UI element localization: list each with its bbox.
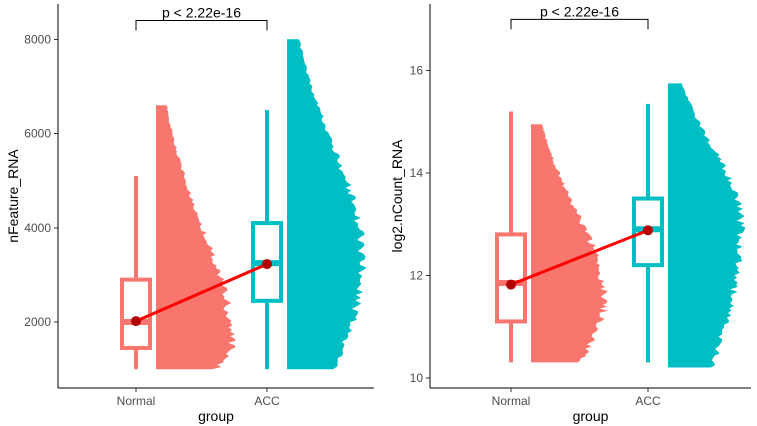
mean-point [643,225,653,236]
y-tick-label: 8000 [24,32,51,46]
mean-line [135,262,268,323]
mean-line [510,228,649,286]
significance-bracket [510,18,649,30]
mean-point [131,316,141,327]
mean-point [262,259,272,270]
violin-half-acc [668,83,746,368]
y-tick-label: 12 [410,268,424,282]
y-axis-title: log2.nCount_RNA [389,139,405,253]
violin-half-acc [287,39,367,370]
significance-label: p < 2.22e-16 [162,4,241,20]
violin-half-normal [531,124,609,363]
significance-label: p < 2.22e-16 [540,3,619,19]
y-axis-title: nFeature_RNA [5,149,21,243]
y-tick-label: 6000 [24,127,51,141]
y-tick-label: 14 [410,166,424,180]
x-axis-title: group [198,408,234,424]
violin-half-normal [156,105,236,370]
x-tick-label: Normal [492,394,531,408]
mean-point [506,279,516,290]
x-axis-title: group [573,408,609,424]
y-tick-label: 4000 [24,221,51,235]
chart-panel-1: 2000 4000 6000 8000 Normal ACC group nFeature_R… [5,4,374,424]
x-tick-label: ACC [254,394,280,408]
y-tick-label: 10 [410,371,424,385]
box-normal [495,232,527,324]
y-tick-label: 2000 [24,315,51,329]
significance-bracket [135,19,268,31]
box-normal [120,277,152,350]
chart-panel-2: 10 12 14 16 Normal ACC group log2.nCount_RNA p <… [389,3,751,424]
y-tick-label: 16 [410,64,424,78]
x-tick-label: ACC [635,394,661,408]
x-tick-label: Normal [117,394,156,408]
